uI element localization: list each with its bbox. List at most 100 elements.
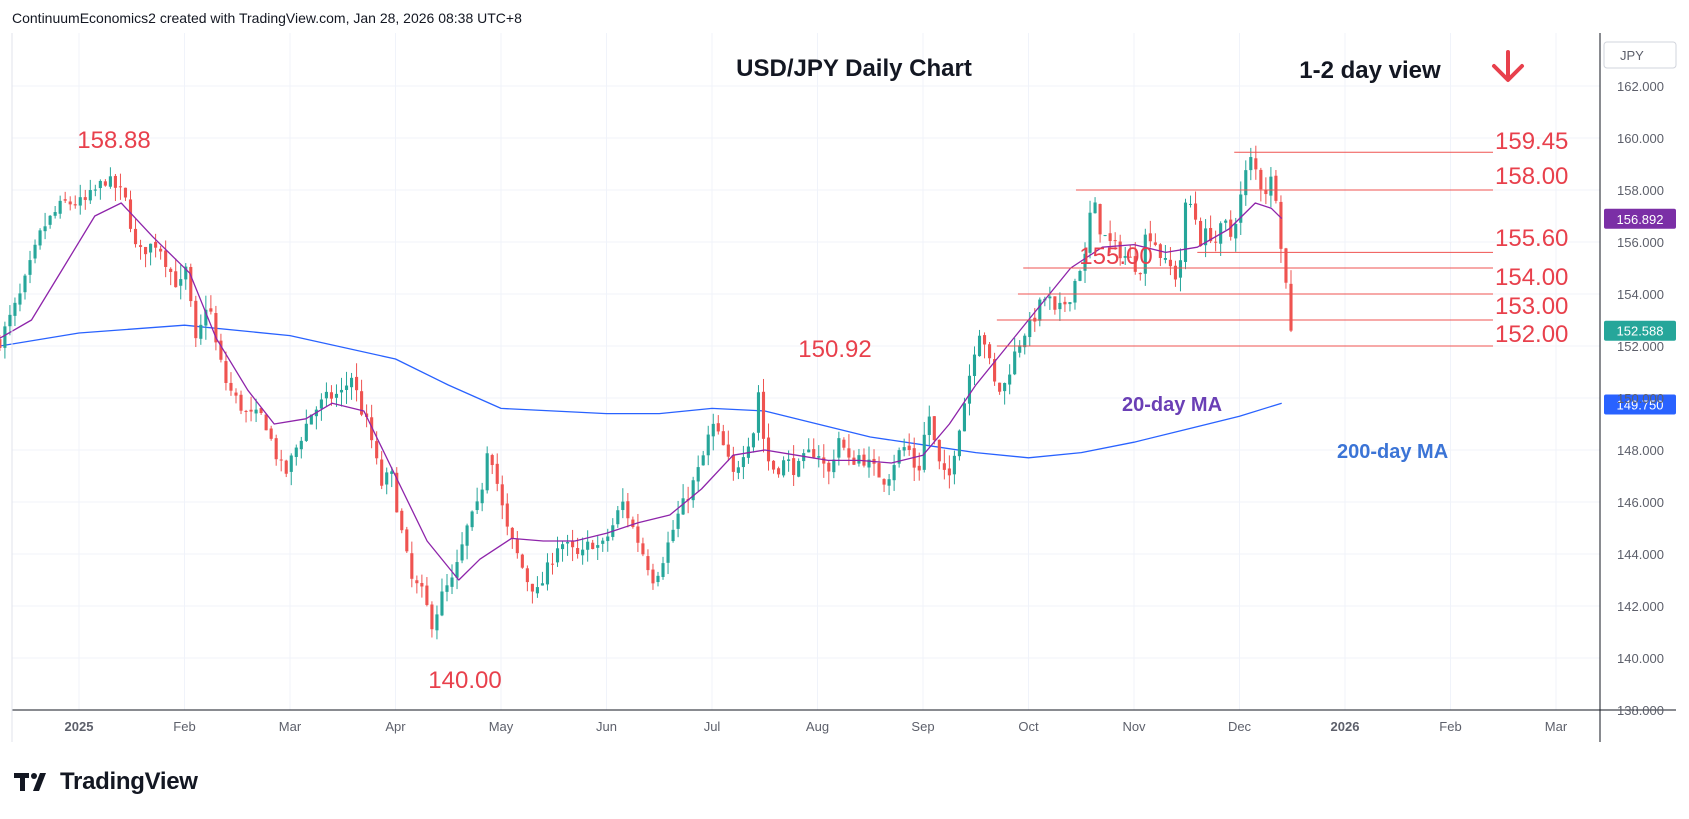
candle	[716, 415, 720, 435]
candle-body	[545, 562, 550, 585]
candle-body	[294, 447, 298, 457]
y-tick-label: 154.000	[1617, 287, 1664, 302]
currency-badge[interactable]	[1603, 41, 1677, 69]
candle-body	[641, 543, 645, 555]
candle	[952, 450, 956, 485]
candle	[942, 449, 946, 480]
candle-body	[164, 250, 168, 267]
x-tick-label: Jun	[596, 719, 617, 734]
candle-body	[385, 472, 389, 485]
candle-body	[380, 459, 384, 486]
candle-body	[1013, 351, 1017, 375]
y-tick-label: 142.000	[1617, 599, 1664, 614]
candle	[731, 446, 735, 481]
candle-body	[425, 585, 429, 605]
candle	[761, 378, 766, 453]
candle-body	[1193, 203, 1198, 220]
candle	[1193, 191, 1198, 225]
candle	[28, 250, 32, 284]
candle	[706, 425, 710, 466]
candle-body	[1028, 319, 1032, 338]
x-tick-label: Dec	[1228, 719, 1252, 734]
candle	[872, 449, 876, 476]
candle-body	[184, 266, 188, 280]
candle	[596, 536, 600, 561]
candle-body	[711, 423, 715, 437]
tv-logo-icon	[14, 773, 46, 791]
candle-body	[324, 391, 328, 399]
candle-body	[646, 556, 650, 571]
y-tick-label: 138.000	[1617, 703, 1664, 718]
candle-body	[440, 591, 444, 616]
candle-body	[259, 408, 263, 413]
candle	[93, 184, 97, 197]
candle-body	[375, 441, 379, 459]
candle-body	[972, 354, 977, 377]
tradingview-logo[interactable]: TradingView	[14, 768, 198, 796]
candle-body	[254, 409, 258, 414]
candle	[892, 454, 896, 491]
candle	[440, 578, 444, 617]
candle	[817, 445, 821, 468]
candle-body	[857, 455, 861, 464]
candle	[73, 195, 77, 209]
candle-body	[0, 339, 2, 348]
candle-body	[631, 519, 635, 527]
price-tag-bg	[1604, 320, 1676, 341]
candle	[636, 513, 640, 552]
candle	[646, 549, 650, 576]
candle	[1058, 292, 1062, 322]
candle	[616, 505, 620, 528]
candle-body	[847, 448, 851, 458]
candle	[1098, 203, 1102, 243]
candle-body	[616, 510, 620, 525]
candle-body	[128, 199, 133, 229]
candle	[38, 228, 42, 250]
candle-body	[601, 540, 605, 544]
candle	[927, 405, 931, 446]
candle	[304, 409, 308, 442]
candle	[274, 434, 278, 466]
candle	[661, 556, 665, 580]
candle-body	[596, 545, 600, 548]
candle	[877, 456, 881, 478]
candle-body	[370, 417, 374, 441]
candle	[882, 478, 886, 492]
candle-body	[651, 569, 655, 584]
candle	[937, 439, 941, 470]
candle	[505, 493, 509, 536]
candle	[691, 476, 695, 508]
candle	[1274, 170, 1278, 204]
x-tick-label: Sep	[911, 719, 934, 734]
candle-body	[988, 344, 992, 359]
candle-body	[581, 549, 585, 556]
candle	[194, 295, 198, 348]
candle	[1153, 233, 1157, 247]
candle-body	[827, 462, 831, 472]
candle-body	[817, 456, 821, 458]
candle-body	[666, 542, 670, 563]
candle-body	[349, 377, 354, 388]
candle-body	[1284, 248, 1288, 283]
candle-body	[485, 453, 489, 491]
candle	[1053, 296, 1057, 315]
candle-body	[390, 471, 394, 474]
candle	[1209, 215, 1213, 244]
level-label: 154.00	[1495, 264, 1568, 291]
candle	[465, 523, 469, 560]
candle-body	[1269, 176, 1273, 196]
candle	[792, 445, 796, 487]
candle-body	[174, 271, 178, 288]
candle-body	[852, 457, 856, 465]
candle	[1234, 217, 1238, 252]
candle	[741, 445, 745, 480]
candle	[13, 297, 17, 326]
candle-body	[1279, 201, 1283, 249]
candle	[1138, 272, 1142, 281]
ma20-path	[0, 202, 1283, 581]
candle	[400, 508, 404, 534]
candle	[23, 273, 27, 300]
candle-body	[1023, 335, 1027, 348]
tradingview-wordmark: TradingView	[60, 768, 198, 795]
